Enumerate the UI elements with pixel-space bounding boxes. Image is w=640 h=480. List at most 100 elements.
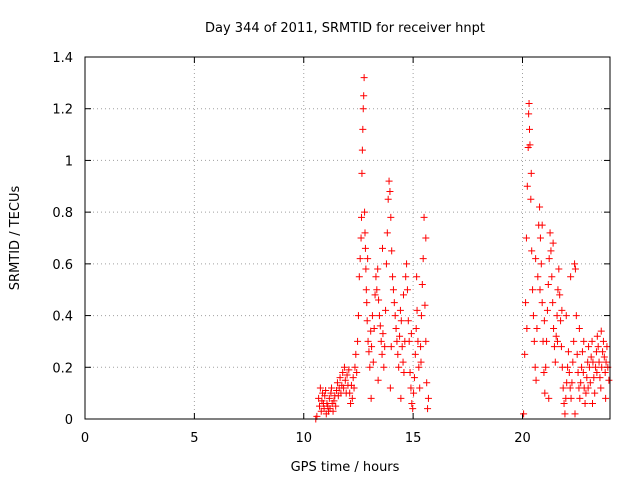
data-point (394, 350, 402, 358)
data-point (573, 350, 581, 358)
data-point (534, 273, 542, 281)
data-point (322, 387, 330, 395)
data-point (404, 317, 412, 325)
data-point (396, 306, 404, 314)
data-point (366, 363, 374, 371)
data-point (560, 399, 568, 407)
data-point (421, 301, 429, 309)
data-point (586, 379, 594, 387)
data-point (388, 247, 396, 255)
data-point (329, 407, 337, 415)
data-point (357, 234, 365, 242)
plot-frame (84, 56, 611, 420)
data-point (419, 255, 427, 263)
data-point (540, 368, 548, 376)
y-axis-label: SRMTID / TECUs (8, 186, 23, 291)
data-point (550, 343, 558, 351)
data-point (579, 368, 587, 376)
data-point (406, 368, 414, 376)
data-point (397, 317, 405, 325)
data-point (389, 286, 397, 294)
data-point (582, 389, 590, 397)
data-point (399, 358, 407, 366)
data-point (572, 312, 580, 320)
data-point (409, 405, 417, 413)
data-point (523, 325, 531, 332)
data-point (359, 125, 367, 133)
data-point (368, 343, 376, 351)
data-point (332, 402, 340, 410)
data-point (364, 337, 372, 345)
data-point (602, 394, 610, 402)
data-point (575, 325, 583, 332)
data-point (369, 358, 377, 366)
data-point (361, 229, 369, 237)
data-point (407, 330, 415, 338)
data-point (396, 332, 404, 340)
data-point (527, 195, 535, 203)
x-tick-label: 10 (295, 431, 312, 446)
data-point (603, 343, 611, 351)
data-point (526, 141, 534, 149)
data-point (393, 337, 401, 345)
data-point (526, 125, 533, 133)
data-point (339, 368, 347, 376)
data-point (543, 337, 551, 345)
data-point (400, 291, 407, 299)
data-point (336, 374, 344, 382)
data-point (597, 327, 605, 335)
data-point (362, 286, 370, 294)
data-point (571, 410, 579, 418)
data-point (350, 384, 358, 392)
data-point (382, 306, 390, 314)
data-point (398, 343, 406, 351)
data-point (405, 337, 413, 345)
data-point (532, 376, 540, 384)
data-point (581, 399, 589, 407)
data-point (374, 265, 382, 273)
data-point (549, 239, 557, 247)
data-point (363, 299, 371, 307)
data-point (407, 384, 415, 392)
grid-lines (85, 57, 610, 419)
data-point (358, 169, 366, 177)
data-point (316, 402, 323, 410)
data-point (592, 363, 600, 371)
data-point (564, 363, 572, 371)
data-point (536, 203, 544, 211)
data-point (565, 368, 573, 376)
data-point (523, 182, 531, 190)
data-point (520, 410, 528, 418)
data-point (593, 368, 601, 376)
data-point (408, 399, 416, 407)
data-point (348, 394, 356, 402)
data-point (545, 394, 553, 402)
data-point (402, 273, 410, 281)
data-point (363, 317, 371, 325)
data-point (602, 358, 610, 366)
data-point (414, 337, 422, 345)
data-point (605, 376, 613, 384)
data-point (417, 358, 425, 366)
data-point (354, 312, 362, 320)
data-point (551, 358, 559, 366)
data-point (583, 374, 591, 382)
data-point (597, 384, 605, 392)
data-point (559, 384, 567, 392)
data-point (587, 353, 595, 361)
data-point (424, 405, 432, 413)
data-point (567, 273, 575, 281)
data-point (389, 273, 397, 281)
data-point (532, 255, 540, 263)
data-point (555, 265, 563, 273)
data-point (536, 286, 544, 294)
data-point (352, 350, 360, 358)
data-point (531, 363, 539, 371)
data-point (548, 273, 556, 281)
data-point (589, 399, 596, 407)
data-point (381, 343, 389, 351)
data-point (361, 244, 369, 252)
data-point (576, 394, 584, 402)
data-point (347, 399, 355, 407)
data-point (387, 343, 395, 351)
